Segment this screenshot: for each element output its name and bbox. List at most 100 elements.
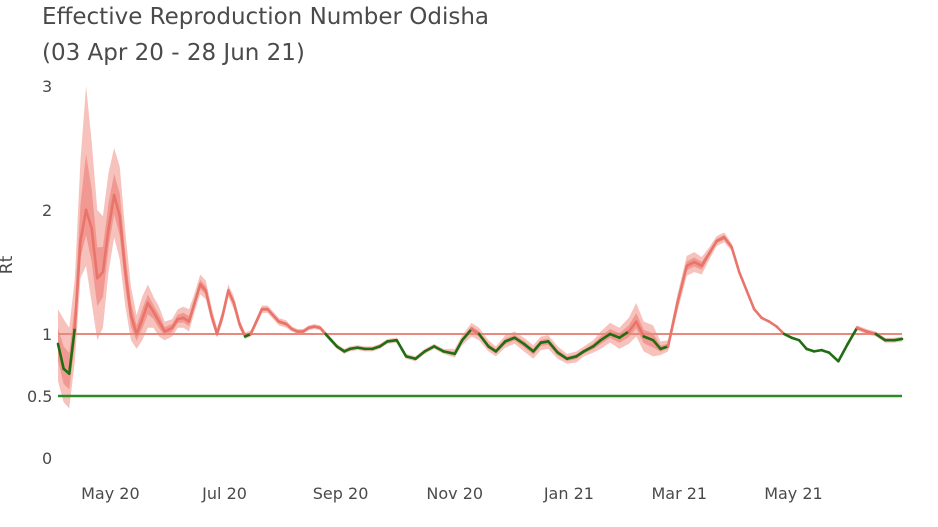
- chart-title: Effective Reproduction Number Odisha: [42, 4, 490, 30]
- rt-line-segment: [170, 317, 180, 330]
- rt-line-segment: [547, 340, 559, 354]
- rt-line-segment: [129, 314, 138, 336]
- rt-line-segment: [56, 342, 65, 371]
- rt-line-segment: [700, 252, 711, 268]
- rt-line-segment: [152, 310, 161, 323]
- rt-line-segment: [135, 317, 144, 336]
- rt-line-segment: [107, 193, 116, 230]
- rt-line-segment: [414, 350, 427, 361]
- y-axis-label: Rt: [0, 255, 17, 274]
- rt-line-segment: [255, 307, 264, 323]
- rt-line-segment: [271, 314, 281, 323]
- rt-line-segment: [277, 320, 288, 326]
- chart-subtitle: (03 Apr 20 - 28 Jun 21): [42, 40, 305, 66]
- rt-line-segment: [820, 348, 831, 354]
- rt-line-segment: [760, 316, 771, 323]
- rt-line-segment: [707, 239, 719, 255]
- rt-line-segment: [95, 270, 105, 280]
- rt-line-segment: [386, 338, 399, 343]
- x-tick-label: May 20: [81, 484, 140, 503]
- rt-line-segment: [460, 327, 473, 342]
- rt-line-segment: [782, 332, 793, 340]
- x-tick-label: Jul 20: [201, 484, 247, 503]
- rt-line-segment: [715, 235, 726, 243]
- rt-line-segment: [266, 307, 275, 317]
- x-tick-label: Sep 20: [313, 484, 369, 503]
- rt-line-segment: [193, 283, 202, 305]
- y-tick-label: 0.5: [27, 387, 52, 406]
- rt-line-segment: [84, 208, 93, 230]
- rt-line-segment: [146, 301, 155, 313]
- rt-line-segment: [442, 350, 457, 356]
- y-tick-label: 1: [42, 325, 52, 344]
- rt-line-segment: [634, 320, 646, 338]
- rt-line-segment: [522, 342, 535, 353]
- rt-line-segment: [556, 351, 569, 361]
- rt-line-segment: [651, 338, 662, 351]
- rt-line-segment: [198, 283, 208, 292]
- rt-line-segment: [865, 330, 878, 336]
- x-axis-ticks: May 20 Jul 20 Sep 20 Nov 20 Jan 21 Mar 21 May …: [81, 484, 823, 503]
- rt-line-segment: [513, 336, 526, 346]
- rt-line-segment: [659, 345, 670, 351]
- rt-line-segment: [627, 320, 638, 333]
- rt-line-segment: [618, 330, 631, 340]
- rt-line-segment: [204, 289, 213, 317]
- rt-line-segment: [157, 320, 166, 333]
- x-tick-label: Jan 21: [543, 484, 594, 503]
- rt-line-segment: [335, 345, 346, 353]
- rt-line-segment: [805, 347, 816, 353]
- rt-line-segment: [752, 307, 763, 320]
- rt-line-segment: [395, 338, 408, 358]
- y-tick-label: 2: [42, 201, 52, 220]
- rt-line-segment: [249, 320, 258, 336]
- rt-line-segment: [775, 325, 786, 336]
- rt-line-segment: [423, 345, 436, 353]
- rt-line-segment: [874, 332, 887, 342]
- rt-line-segment: [582, 345, 595, 353]
- rt-line-segment: [226, 289, 236, 305]
- rt-line-segment: [494, 340, 507, 353]
- rt-line-segment: [210, 314, 219, 336]
- rt-line-segment: [767, 320, 778, 328]
- rt-line-segment: [238, 322, 247, 338]
- rt-line-segment: [215, 314, 224, 336]
- rt-line-segment: [329, 338, 339, 348]
- rt-line-segment: [318, 326, 327, 336]
- rt-line-segment: [470, 327, 481, 336]
- rt-line-segment: [642, 335, 655, 342]
- rt-line-segment: [73, 239, 82, 330]
- y-tick-label: 3: [42, 77, 52, 96]
- x-tick-label: Nov 20: [426, 484, 483, 503]
- rt-line-segment: [79, 208, 88, 243]
- rt-line-segment: [730, 245, 741, 274]
- rt-line-segment: [112, 193, 122, 218]
- rt-series: [56, 193, 904, 375]
- rt-line-segment: [453, 338, 464, 356]
- rt-line-segment: [124, 270, 133, 317]
- rt-line-segment: [692, 260, 704, 268]
- rt-line-segment: [676, 264, 689, 305]
- rt-line-segment: [855, 326, 868, 333]
- rt-line-segment: [797, 338, 808, 351]
- rt-line-segment: [101, 227, 110, 274]
- rt-line-segment: [232, 301, 241, 326]
- rt-line-segment: [666, 301, 679, 348]
- rt-line-segment: [67, 326, 77, 375]
- rt-line-segment: [599, 332, 612, 342]
- rt-line-segment: [737, 270, 748, 292]
- reference-lines: [58, 333, 902, 398]
- y-axis-ticks: 0 0.5 1 2 3: [27, 77, 52, 468]
- rt-line-segment: [371, 345, 382, 351]
- x-tick-label: May 21: [764, 484, 823, 503]
- rt-line-segment: [575, 350, 586, 358]
- rt-line-segment: [404, 355, 417, 361]
- rt-line-segment: [324, 332, 333, 342]
- confidence-bands: [58, 86, 902, 409]
- x-tick-label: Mar 21: [651, 484, 707, 503]
- rt-line-segment: [745, 289, 756, 311]
- rt-line-segment: [477, 332, 490, 348]
- rt-line-segment: [790, 336, 801, 342]
